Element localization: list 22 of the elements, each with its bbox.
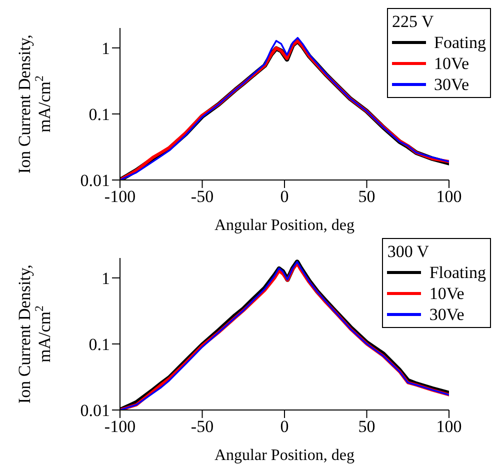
x-tick-label: 50	[358, 187, 376, 206]
legend-title: 225 V	[392, 11, 435, 32]
x-tick-label: 100	[436, 187, 462, 206]
legend-label: Foating	[434, 32, 486, 53]
x-tick-label: 0	[280, 417, 289, 436]
legend-title: 300 V	[387, 241, 430, 262]
x-tick-label: 0	[280, 187, 289, 206]
legend-label: 30Ve	[434, 74, 469, 95]
legend-label: 30Ve	[429, 304, 464, 325]
y-tick-label: 1	[102, 268, 110, 288]
y-tick-label: 1	[102, 38, 110, 58]
x-tick-label: -50	[190, 417, 214, 436]
legend-label: 10Ve	[434, 53, 469, 74]
legend-label: 10Ve	[429, 283, 464, 304]
x-axis-title: Angular Position, deg	[214, 217, 354, 234]
x-tick-label: 50	[358, 417, 376, 436]
y-tick-label: 0.1	[88, 104, 110, 124]
legend-label: Floating	[429, 262, 486, 283]
x-axis-title: Angular Position, deg	[214, 447, 354, 464]
x-tick-label: -50	[190, 187, 214, 206]
x-tick-label: 100	[436, 417, 462, 436]
y-tick-label: 0.1	[88, 334, 110, 354]
